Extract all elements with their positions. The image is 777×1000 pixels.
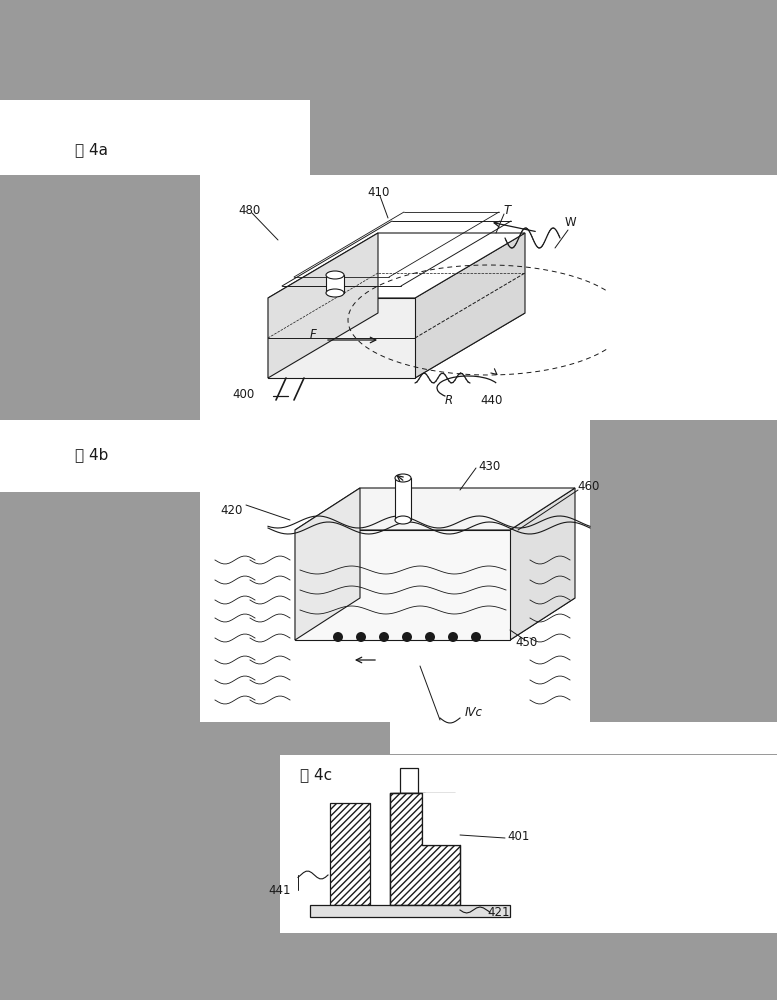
Text: 401: 401 bbox=[507, 830, 529, 842]
Text: 460: 460 bbox=[577, 481, 599, 493]
Text: 图 4b: 图 4b bbox=[75, 448, 108, 462]
Polygon shape bbox=[295, 488, 575, 530]
Text: 421: 421 bbox=[487, 906, 510, 918]
Circle shape bbox=[448, 632, 458, 642]
Bar bbox=[0, 100, 310, 175]
Bar bbox=[280, 755, 777, 933]
Polygon shape bbox=[415, 233, 525, 378]
Polygon shape bbox=[390, 845, 455, 905]
Polygon shape bbox=[390, 793, 460, 905]
Polygon shape bbox=[390, 793, 455, 845]
Bar bbox=[200, 492, 590, 722]
Ellipse shape bbox=[395, 516, 411, 524]
Text: 410: 410 bbox=[367, 186, 389, 198]
Text: W: W bbox=[565, 217, 577, 230]
Bar bbox=[400, 768, 418, 793]
Ellipse shape bbox=[326, 289, 344, 297]
Circle shape bbox=[471, 632, 481, 642]
Text: IVc: IVc bbox=[465, 706, 483, 720]
Circle shape bbox=[402, 632, 412, 642]
Bar bbox=[326, 275, 344, 293]
Text: T: T bbox=[503, 204, 510, 217]
Circle shape bbox=[333, 632, 343, 642]
Bar bbox=[200, 175, 777, 420]
Polygon shape bbox=[295, 488, 360, 640]
Text: 430: 430 bbox=[478, 460, 500, 473]
Polygon shape bbox=[268, 233, 378, 378]
Polygon shape bbox=[295, 598, 575, 640]
Bar bbox=[0, 420, 590, 492]
Bar bbox=[393, 793, 425, 803]
Bar bbox=[422, 793, 460, 845]
Polygon shape bbox=[330, 803, 370, 905]
Text: F: F bbox=[310, 328, 317, 340]
Bar bbox=[395, 478, 411, 520]
Polygon shape bbox=[268, 233, 525, 298]
Circle shape bbox=[425, 632, 435, 642]
Text: 400: 400 bbox=[232, 388, 254, 401]
Circle shape bbox=[379, 632, 389, 642]
Text: 450: 450 bbox=[515, 636, 537, 648]
Bar bbox=[310, 905, 510, 917]
Text: 图 4a: 图 4a bbox=[75, 142, 108, 157]
Text: 480: 480 bbox=[238, 204, 260, 217]
Circle shape bbox=[356, 632, 366, 642]
Text: 440: 440 bbox=[480, 393, 503, 406]
Ellipse shape bbox=[395, 474, 411, 482]
Text: 420: 420 bbox=[220, 504, 242, 516]
Text: 441: 441 bbox=[268, 884, 291, 896]
Text: R: R bbox=[445, 393, 453, 406]
Polygon shape bbox=[510, 488, 575, 640]
Ellipse shape bbox=[326, 271, 344, 279]
Text: 图 4c: 图 4c bbox=[300, 768, 332, 782]
Bar bbox=[390, 722, 777, 754]
Polygon shape bbox=[268, 313, 525, 378]
Polygon shape bbox=[268, 298, 415, 378]
Polygon shape bbox=[295, 530, 510, 640]
